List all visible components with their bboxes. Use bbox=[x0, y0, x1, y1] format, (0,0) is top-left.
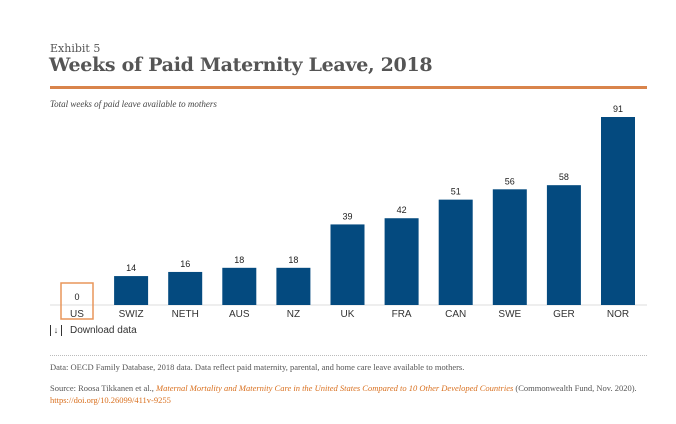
exhibit-label: Exhibit 5 bbox=[50, 42, 101, 55]
data-label-fra: 42 bbox=[397, 205, 407, 215]
bar-uk bbox=[330, 224, 365, 305]
data-label-ger: 58 bbox=[559, 172, 569, 182]
data-label-can: 51 bbox=[451, 187, 461, 197]
source-note: Source: Roosa Tikkanen et al., Maternal … bbox=[50, 382, 650, 406]
tick-label-us: US bbox=[70, 309, 84, 320]
highlight-box-us bbox=[60, 282, 94, 320]
tick-label-fra: FRA bbox=[392, 309, 412, 320]
tick-label-ger: GER bbox=[553, 309, 575, 320]
download-icon: ↓ bbox=[50, 325, 62, 336]
bar-aus bbox=[222, 267, 257, 305]
doi-link[interactable]: https://doi.org/10.26099/411v-9255 bbox=[50, 395, 171, 405]
source-suffix: (Commonwealth Fund, Nov. 2020). bbox=[513, 383, 637, 393]
download-data-button[interactable]: ↓ Download data bbox=[50, 325, 137, 336]
chart-title: Weeks of Paid Maternity Leave, 2018 bbox=[49, 54, 433, 76]
bar-swe bbox=[492, 189, 527, 305]
data-note: Data: OECD Family Database, 2018 data. D… bbox=[50, 362, 465, 372]
tick-label-neth: NETH bbox=[172, 309, 199, 320]
data-label-us: 0 bbox=[74, 292, 79, 302]
tick-label-swe: SWE bbox=[498, 309, 521, 320]
bar-neth bbox=[168, 271, 203, 305]
download-label: Download data bbox=[70, 325, 137, 336]
bar-fra bbox=[384, 218, 419, 305]
divider bbox=[50, 355, 647, 356]
tick-label-nor: NOR bbox=[607, 309, 629, 320]
bar-can bbox=[438, 199, 473, 305]
title-rule bbox=[50, 86, 647, 89]
data-label-nor: 91 bbox=[613, 104, 623, 114]
source-prefix: Source: Roosa Tikkanen et al., bbox=[50, 383, 157, 393]
data-label-nz: 18 bbox=[288, 255, 298, 265]
bar-swiz bbox=[114, 276, 149, 305]
data-label-aus: 18 bbox=[234, 255, 244, 265]
data-label-uk: 39 bbox=[342, 211, 352, 221]
tick-label-can: CAN bbox=[445, 309, 466, 320]
tick-label-uk: UK bbox=[341, 309, 355, 320]
bar-nz bbox=[276, 267, 311, 305]
bar-ger bbox=[546, 185, 581, 305]
data-label-swe: 56 bbox=[505, 176, 515, 186]
data-label-swiz: 14 bbox=[126, 263, 136, 273]
tick-label-aus: AUS bbox=[229, 309, 250, 320]
data-label-neth: 16 bbox=[180, 259, 190, 269]
chart-subtitle: Total weeks of paid leave available to m… bbox=[50, 99, 217, 109]
bar-nor bbox=[601, 117, 635, 305]
tick-label-swiz: SWIZ bbox=[119, 309, 144, 320]
source-title-link[interactable]: Maternal Mortality and Maternity Care in… bbox=[156, 383, 514, 393]
tick-label-nz: NZ bbox=[287, 309, 300, 320]
